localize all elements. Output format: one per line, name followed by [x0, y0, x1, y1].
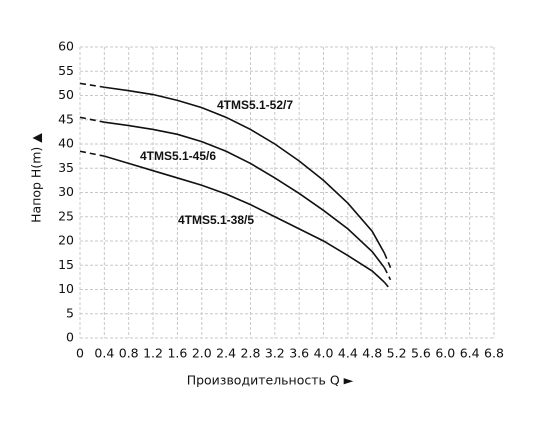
y-tick-label: 60	[58, 39, 74, 54]
y-tick-label: 35	[58, 160, 74, 175]
curve-dashed-end	[383, 281, 392, 291]
curve-label: 4TMS5.1-45/6	[140, 149, 216, 163]
x-axis-label: Производительность Q ►	[187, 373, 354, 388]
x-tick-label: 6.0	[435, 346, 455, 361]
x-tick-label: 3.2	[265, 346, 285, 361]
curve-dashed-end	[383, 252, 392, 268]
y-tick-label: 25	[58, 208, 74, 223]
curve	[104, 86, 386, 254]
y-tick-label: 50	[58, 87, 74, 102]
y-tick-label: 45	[58, 111, 74, 126]
x-tick-label: 0.4	[94, 346, 114, 361]
x-tick-label: 1.6	[167, 346, 187, 361]
x-tick-label: 6.4	[460, 346, 480, 361]
curve-label: 4TMS5.1-38/5	[178, 213, 254, 227]
x-tick-label: 2.8	[241, 346, 261, 361]
curve-dashed-start	[79, 150, 105, 157]
x-tick-label: 5.2	[387, 346, 407, 361]
y-axis-label: Напор H(m) ▲	[29, 133, 44, 223]
x-tick-label: 1.2	[143, 346, 163, 361]
x-tick-label: 3.6	[289, 346, 309, 361]
curve	[104, 155, 385, 283]
x-tick-label: 2.4	[216, 346, 236, 361]
y-tick-label: 20	[58, 233, 74, 248]
y-tick-label: 0	[66, 330, 74, 345]
y-tick-label: 15	[58, 257, 74, 272]
curve-label: 4TMS5.1-52/7	[217, 98, 293, 112]
curve-dashed-start	[79, 116, 105, 123]
x-tick-label: 6.8	[484, 346, 504, 361]
y-tick-label: 5	[66, 305, 74, 320]
y-tick-label: 30	[58, 184, 74, 199]
y-tick-label: 40	[58, 136, 74, 151]
x-tick-label: 0	[76, 346, 84, 361]
x-tick-label: 2.0	[192, 346, 212, 361]
curve-dashed-start	[79, 82, 105, 89]
curve-dashed-end	[383, 267, 392, 281]
curve	[104, 121, 386, 269]
x-tick-label: 0.8	[119, 346, 139, 361]
y-tick-label: 55	[58, 63, 74, 78]
x-tick-label: 4.0	[314, 346, 334, 361]
x-tick-label: 4.8	[362, 346, 382, 361]
x-tick-label: 5.6	[411, 346, 431, 361]
y-tick-label: 10	[58, 281, 74, 296]
x-tick-label: 4.4	[338, 346, 358, 361]
